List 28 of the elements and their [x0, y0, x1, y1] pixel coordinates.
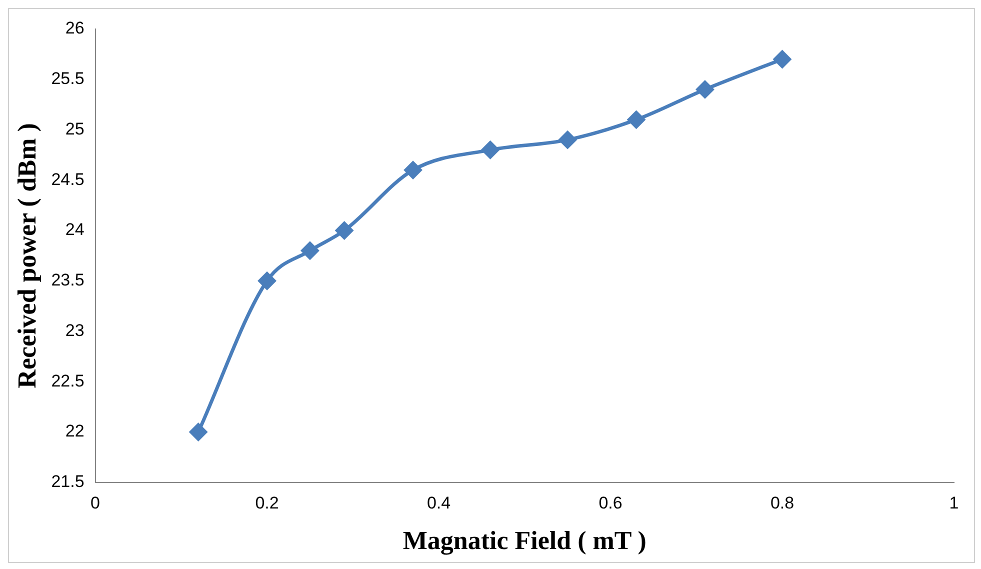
- x-tick-label: 0.2: [255, 493, 279, 512]
- y-tick-label: 24: [65, 220, 84, 240]
- y-tick-label: 23: [65, 320, 84, 340]
- y-tick-label: 23.5: [51, 270, 84, 290]
- x-tick-label: 0.6: [598, 493, 622, 512]
- y-tick-label: 25.5: [51, 69, 84, 88]
- y-axis-title: Received power ( dBm ): [12, 123, 42, 388]
- point: [696, 80, 714, 98]
- point: [628, 110, 646, 128]
- y-tick-label: 21.5: [51, 472, 84, 492]
- y-tick-label: 22: [65, 422, 84, 441]
- x-tick-label: 0.4: [426, 493, 451, 512]
- point: [301, 242, 319, 260]
- point: [774, 50, 792, 68]
- y-tick-label: 22.5: [51, 371, 84, 390]
- point: [258, 272, 276, 290]
- point: [190, 423, 208, 441]
- x-tick-label: 1: [949, 493, 959, 512]
- x-tick-label: 0: [90, 493, 100, 512]
- point: [558, 131, 576, 149]
- point: [482, 141, 500, 159]
- y-tick-label: 26: [65, 18, 84, 38]
- y-tick-label: 24.5: [51, 170, 84, 189]
- x-tick-label: 0.8: [770, 493, 794, 512]
- y-tick-label: 25: [65, 119, 84, 138]
- point: [336, 222, 354, 240]
- point: [404, 161, 422, 179]
- x-axis-title: Magnatic Field ( mT ): [402, 526, 646, 556]
